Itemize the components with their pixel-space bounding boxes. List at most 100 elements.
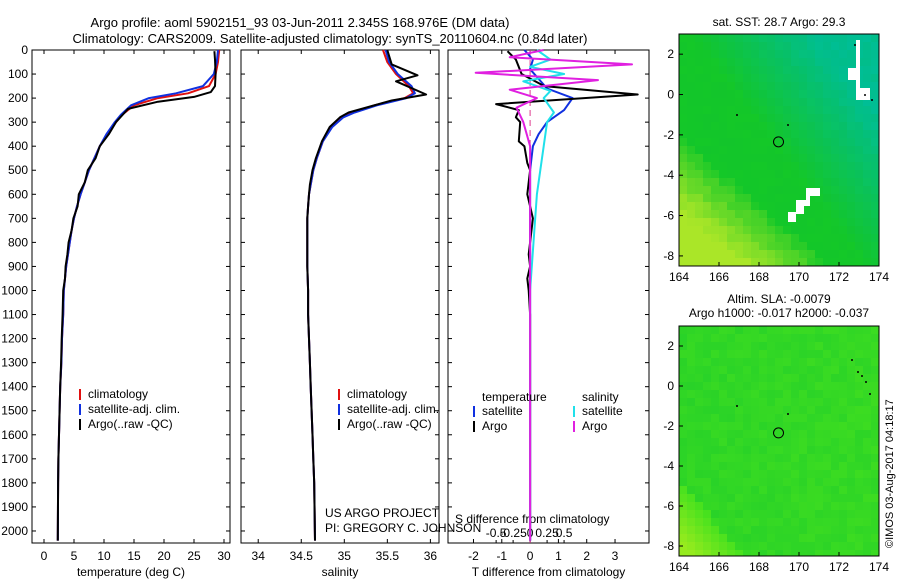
map-cell [695, 34, 703, 42]
map-cell [839, 98, 847, 106]
map-cell [695, 154, 703, 162]
map-cell [687, 258, 695, 266]
map-cell [687, 422, 695, 430]
map-cell [775, 106, 783, 114]
map-cell [823, 58, 831, 66]
x-tick-label: 0 [41, 549, 48, 563]
map-cell [759, 510, 767, 518]
map-cell [703, 526, 711, 534]
map-cell [807, 470, 815, 478]
map-cell [815, 510, 823, 518]
map-cell [839, 42, 847, 50]
map-cell [807, 146, 815, 154]
map-cell [727, 534, 735, 542]
map-cell [823, 534, 831, 542]
y-tick-label: 200 [8, 91, 28, 105]
map-cell [807, 122, 815, 130]
map-cell [863, 98, 871, 106]
map-cell [855, 154, 863, 162]
map-cell [687, 74, 695, 82]
map-subtitle: Argo h1000: -0.017 h2000: -0.037 [689, 306, 869, 320]
map-cell [687, 454, 695, 462]
map-cell [703, 414, 711, 422]
map-cell [791, 502, 799, 510]
map-cell [823, 82, 831, 90]
map-cell [695, 382, 703, 390]
map-cell [871, 358, 879, 366]
map-cell [735, 178, 743, 186]
map-cell [719, 82, 727, 90]
map-cell [703, 58, 711, 66]
map-cell [855, 374, 863, 382]
map-cell [855, 130, 863, 138]
map-cell [839, 358, 847, 366]
map-cell [863, 406, 871, 414]
map-cell [815, 42, 823, 50]
map-cell [799, 518, 807, 526]
map-cell [863, 122, 871, 130]
map-cell [791, 342, 799, 350]
map-cell [727, 430, 735, 438]
map-cell [719, 518, 727, 526]
map-cell [799, 534, 807, 542]
map-cell [719, 382, 727, 390]
map-cell [823, 194, 831, 202]
map-cell [871, 66, 879, 74]
map-cell [855, 146, 863, 154]
map-cell [735, 74, 743, 82]
map-cell [751, 250, 759, 258]
map-cell [719, 502, 727, 510]
map-cell [703, 66, 711, 74]
map-cell [695, 98, 703, 106]
map-cell [719, 422, 727, 430]
map-cell [767, 50, 775, 58]
map-cell [831, 66, 839, 74]
s-tick-label: 0.25 [535, 526, 559, 540]
map-cell [791, 534, 799, 542]
map-cell [847, 202, 855, 210]
map-cell [807, 510, 815, 518]
x-tick-label: 25 [187, 549, 201, 563]
map-cell [775, 210, 783, 218]
map-cell [855, 326, 863, 334]
map-cell [735, 366, 743, 374]
map-cell [855, 218, 863, 226]
map-cell [871, 446, 879, 454]
map-cell [775, 486, 783, 494]
map-cell [863, 486, 871, 494]
map-cell [783, 542, 791, 550]
map-cell [863, 66, 871, 74]
map-cell [687, 250, 695, 258]
map-cell [815, 430, 823, 438]
map-cell [743, 170, 751, 178]
map-cell [831, 382, 839, 390]
map-cell [735, 186, 743, 194]
map-cell [767, 542, 775, 550]
map-x-tick-label: 172 [829, 560, 849, 574]
map-cell [799, 34, 807, 42]
map-cell [703, 382, 711, 390]
map-cell [855, 486, 863, 494]
map-cell [807, 382, 815, 390]
map-cell [751, 486, 759, 494]
map-cell [687, 446, 695, 454]
map-cell [775, 170, 783, 178]
map-cell [783, 366, 791, 374]
map-cell [815, 234, 823, 242]
y-tick-label: 1400 [1, 380, 28, 394]
map-cell [855, 534, 863, 542]
map-cell [783, 154, 791, 162]
map-cell [783, 90, 791, 98]
map-cell [871, 502, 879, 510]
map-cell [823, 66, 831, 74]
map-cell [695, 210, 703, 218]
map-cell [799, 422, 807, 430]
map-cell [695, 218, 703, 226]
legend-label: satellite [582, 404, 623, 418]
map-cell [735, 438, 743, 446]
profile-location-marker [773, 136, 785, 148]
map-cell [831, 366, 839, 374]
map-cell [815, 58, 823, 66]
map-cell [711, 154, 719, 162]
map-cell [831, 502, 839, 510]
